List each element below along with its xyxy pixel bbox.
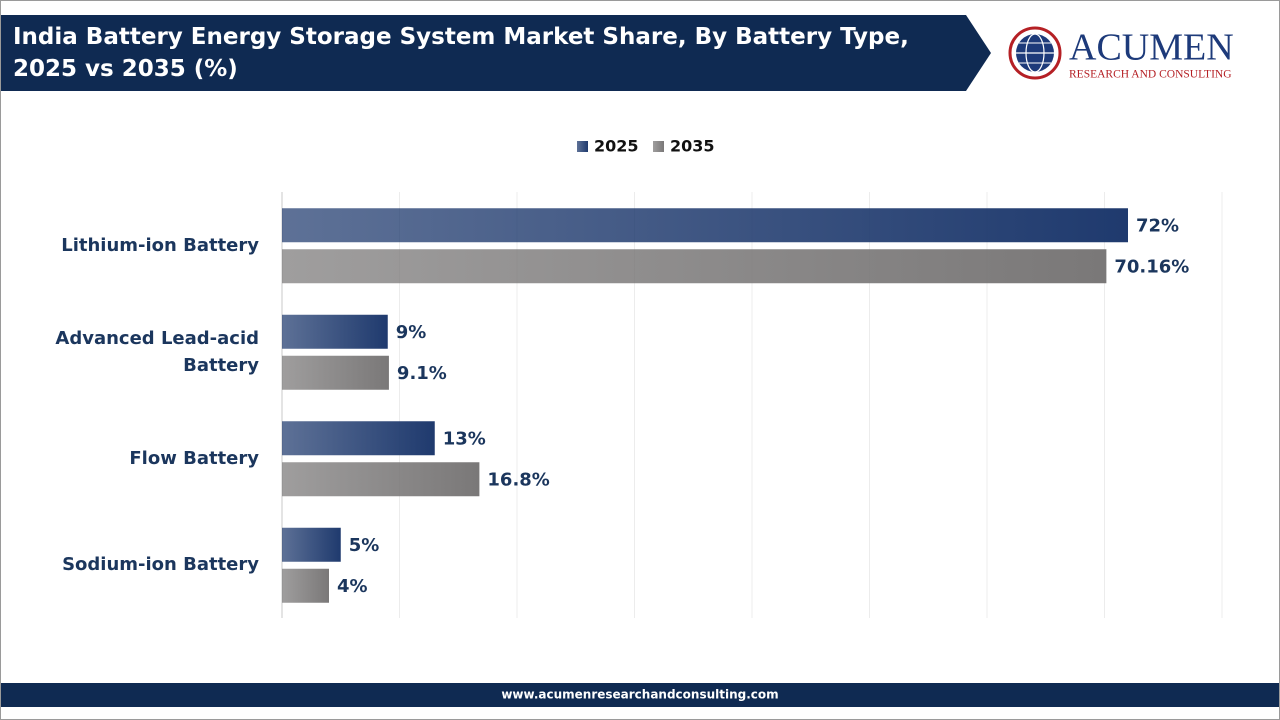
brand: ACUMEN — [1069, 27, 1234, 69]
category-label: Lithium-ion Battery — [61, 234, 259, 256]
category-label: Sodium-ion Battery — [62, 554, 259, 576]
value-label: 4% — [337, 576, 368, 597]
category-label: Flow Battery — [129, 447, 259, 469]
value-label: 9.1% — [397, 363, 447, 384]
bar — [282, 462, 480, 497]
value-label: 13% — [443, 428, 486, 449]
legend-swatch — [577, 141, 588, 152]
value-label: 16.8% — [487, 469, 549, 490]
logo: ACUMEN RESEARCH AND CONSULTING — [1008, 26, 1234, 81]
chart-title: India Battery Energy Storage System Mark… — [13, 24, 909, 82]
bar — [282, 568, 329, 603]
footer-url: www.acumenresearchandconsulting.com — [501, 688, 778, 702]
legend-swatch — [653, 141, 664, 152]
value-label: 72% — [1136, 215, 1179, 236]
value-label: 9% — [396, 322, 427, 343]
value-label: 5% — [349, 535, 380, 556]
bar — [282, 208, 1128, 243]
category-label: Advanced Lead-acid Battery — [55, 327, 259, 376]
footer-band — [1, 683, 1279, 707]
bar — [282, 527, 341, 562]
bar — [282, 355, 389, 390]
legend-label: 2025 — [594, 137, 639, 156]
bar — [282, 421, 435, 456]
value-label: 70.16% — [1114, 256, 1189, 277]
header-band — [1, 15, 991, 91]
bar — [282, 249, 1107, 284]
legend-label: 2035 — [670, 137, 715, 156]
tagline: RESEARCH AND CONSULTING — [1069, 69, 1232, 81]
bar — [282, 314, 388, 349]
